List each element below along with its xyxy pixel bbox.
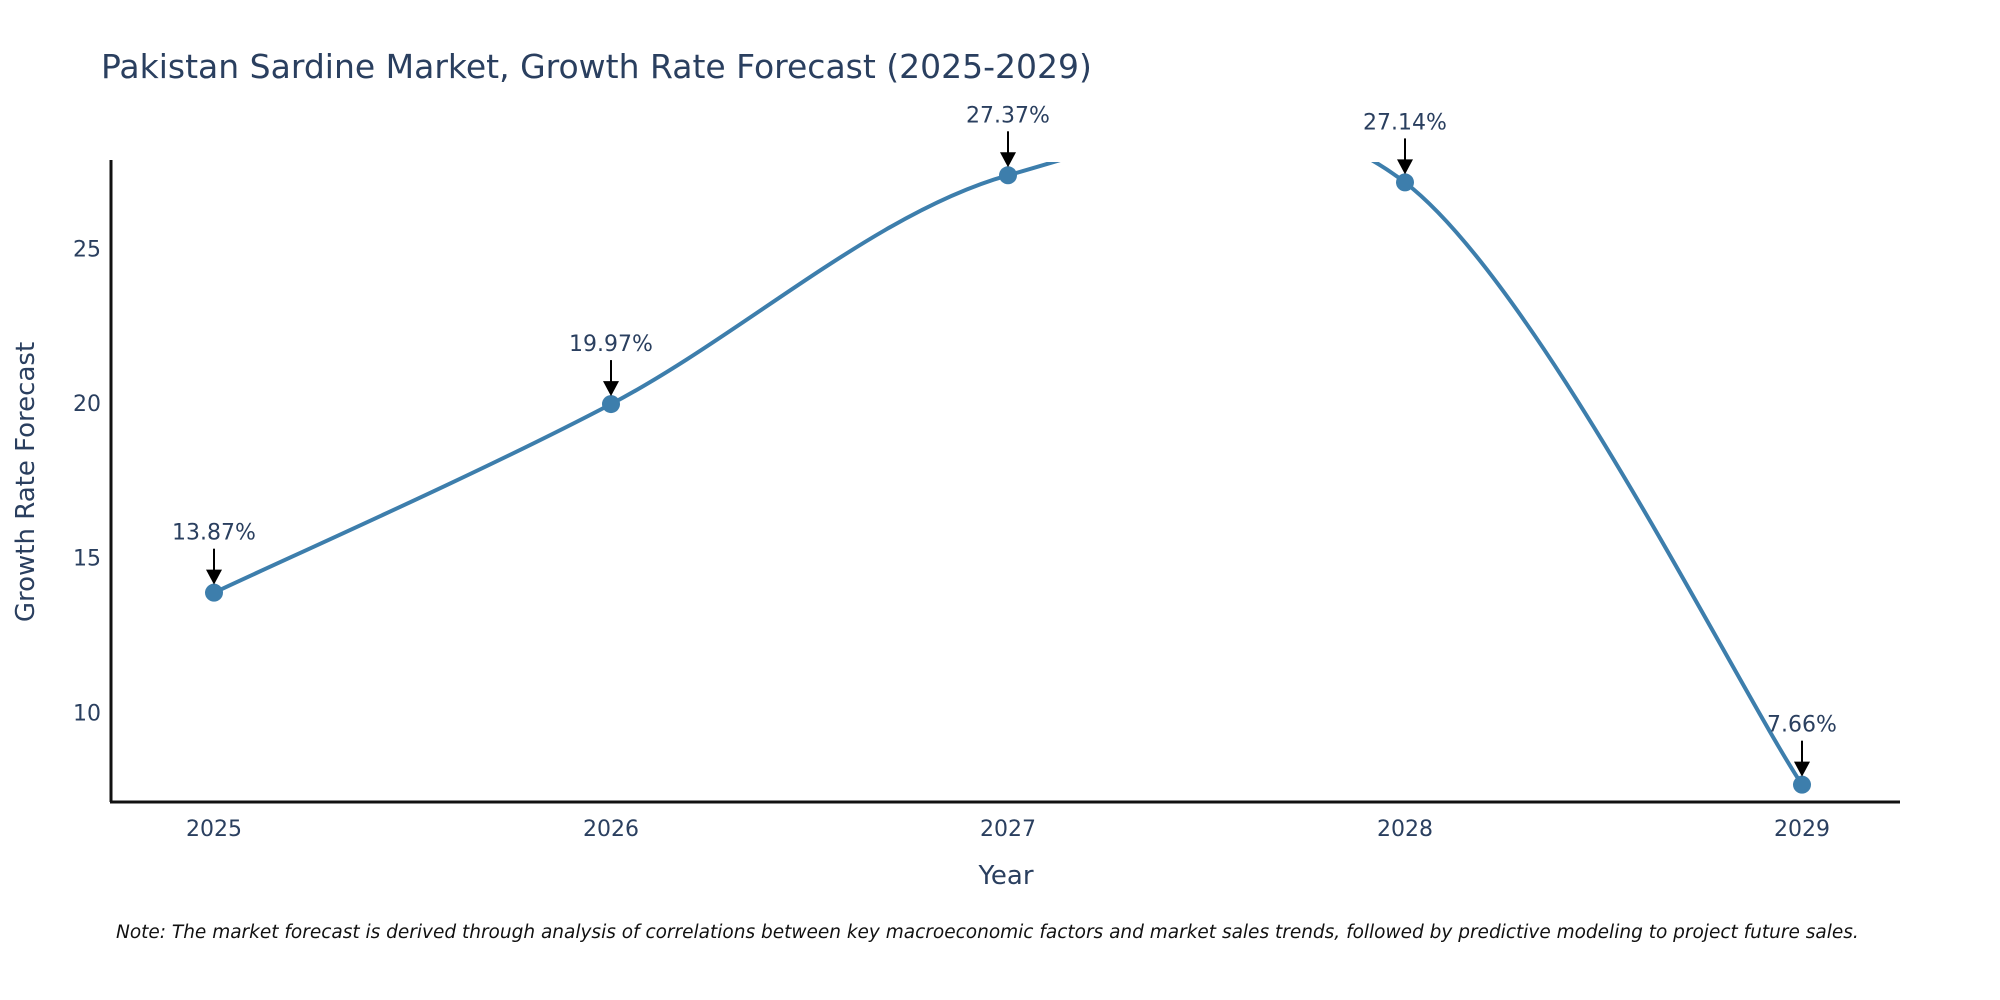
data-annotation: 7.66% [1767, 713, 1837, 777]
x-tick-label: 2026 [583, 817, 639, 842]
footnote: Note: The market forecast is derived thr… [116, 922, 1859, 943]
data-annotations: 13.87% 19.97% 27.37% 27.14% 7.66% [172, 103, 1837, 777]
data-point [205, 583, 223, 602]
growth-rate-line [213, 162, 1804, 786]
data-point [1396, 173, 1414, 192]
x-tick-label: 2027 [980, 817, 1036, 842]
data-label: 7.66% [1767, 713, 1837, 738]
x-tick-label: 2025 [186, 817, 242, 842]
x-tick-label: 2029 [1774, 817, 1830, 842]
data-annotation: 27.37% [966, 103, 1050, 168]
annotation-arrow-head [603, 381, 619, 397]
x-tick-label: 2028 [1377, 817, 1433, 842]
y-tick-label: 10 [73, 701, 101, 726]
data-label: 27.14% [1363, 110, 1447, 135]
annotation-arrow-head [1794, 761, 1810, 777]
chart-title: Pakistan Sardine Market, Growth Rate For… [101, 47, 1092, 86]
x-axis-title: Year [977, 861, 1033, 891]
data-annotation: 19.97% [569, 332, 653, 397]
data-annotation: 27.14% [1363, 110, 1447, 175]
y-tick-label: 15 [73, 547, 101, 572]
y-axis-title: Growth Rate Forecast [11, 342, 41, 622]
data-label: 27.37% [966, 103, 1050, 128]
y-tick-label: 20 [73, 392, 101, 417]
annotation-arrow-head [1397, 159, 1413, 175]
y-tick-label: 25 [73, 238, 101, 263]
data-point [1793, 775, 1811, 794]
data-annotation: 13.87% [172, 521, 256, 585]
y-axis-ticks: 10 15 20 25 [73, 238, 101, 727]
x-axis-ticks: 2025 2026 2027 2028 2029 [186, 817, 1830, 842]
data-point [602, 395, 620, 414]
annotation-arrow-head [206, 569, 222, 585]
data-markers [205, 166, 1811, 794]
annotation-arrow-head [1000, 152, 1016, 168]
data-point [999, 166, 1017, 185]
data-label: 13.87% [172, 521, 256, 546]
data-label: 19.97% [569, 332, 653, 357]
